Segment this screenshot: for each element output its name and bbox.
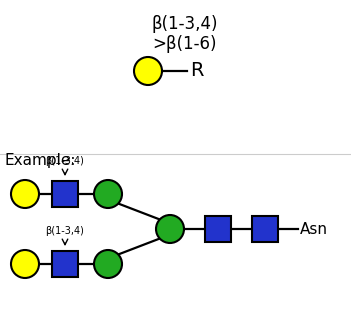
Circle shape [134,57,162,85]
Text: β(1-3,4): β(1-3,4) [152,15,218,33]
Bar [205,216,231,242]
Bar [52,181,78,207]
Text: β(1-3,4): β(1-3,4) [46,156,85,166]
Text: Example:: Example: [5,154,77,168]
Text: R: R [190,62,204,81]
Text: Asn: Asn [300,221,328,237]
Circle shape [94,180,122,208]
Circle shape [11,180,39,208]
Text: β(1-3,4): β(1-3,4) [46,226,85,236]
Circle shape [11,250,39,278]
Bar [52,251,78,277]
Circle shape [94,250,122,278]
Text: >β(1-6): >β(1-6) [153,35,217,53]
Circle shape [156,215,184,243]
Bar [252,216,278,242]
